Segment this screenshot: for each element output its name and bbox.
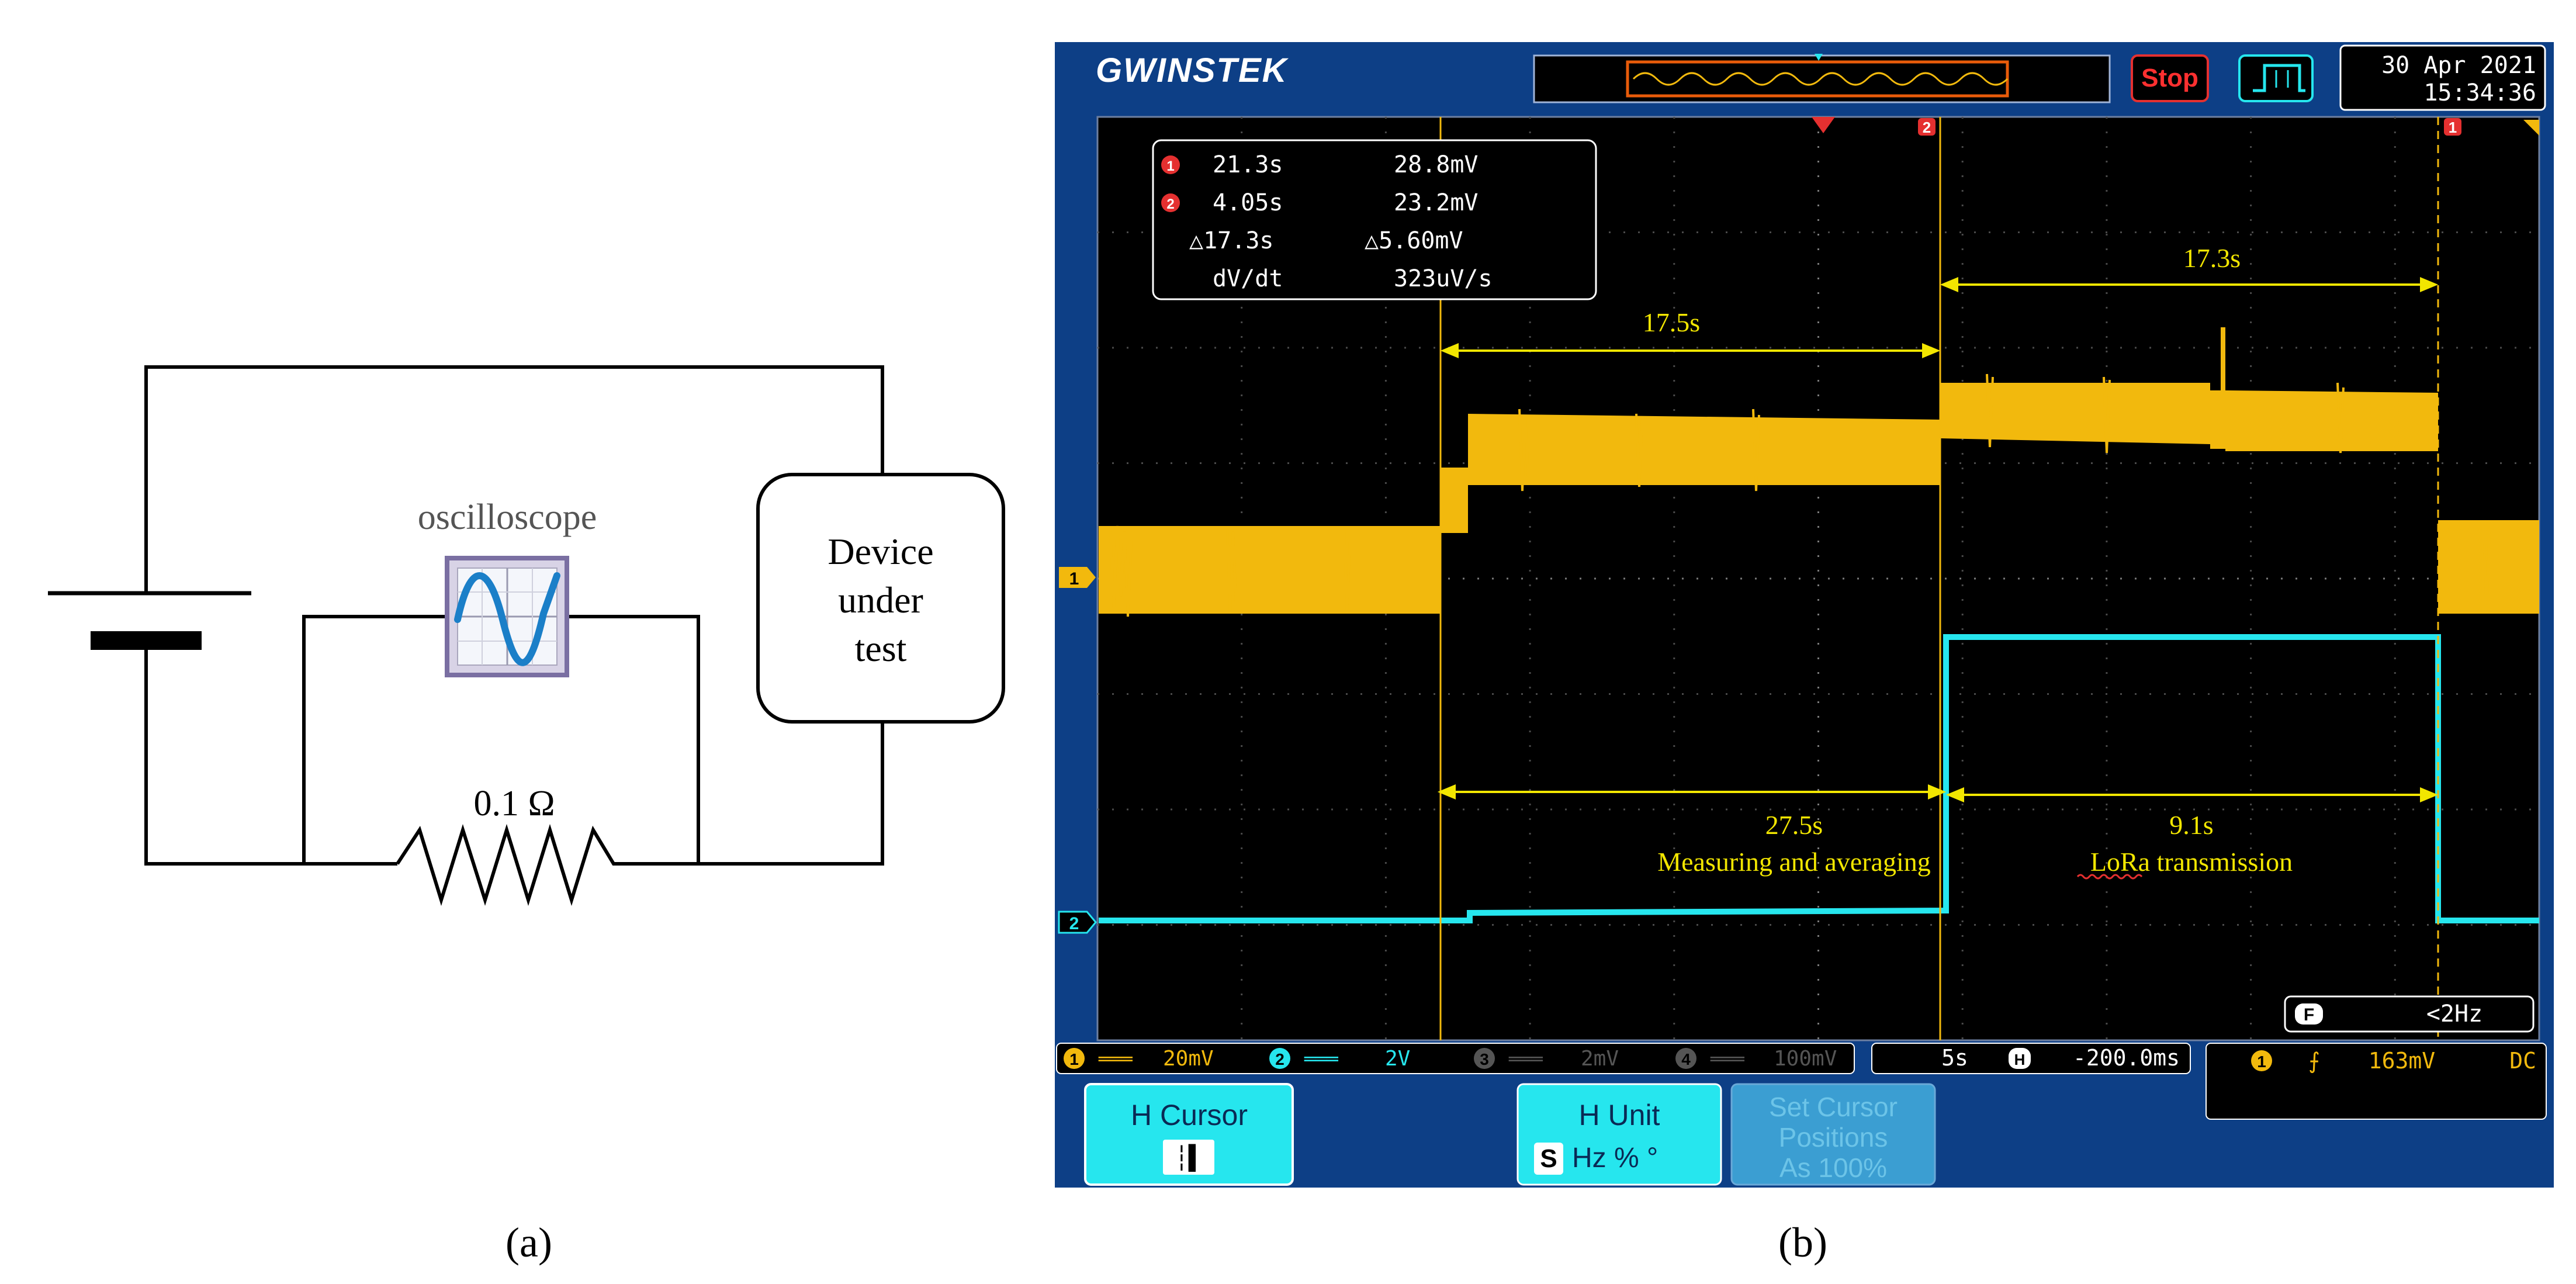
device-label-line-1: Device: [827, 531, 933, 572]
time: 15:34:36: [2423, 79, 2536, 106]
timebase: 5s: [1941, 1045, 1968, 1071]
softkey-h-cursor[interactable]: H Cursor ┆▌: [1084, 1083, 1294, 1186]
ch2-status-num: 2: [1275, 1050, 1284, 1068]
device-under-test-box: [756, 473, 1005, 724]
ch2-marker-label: 2: [1069, 914, 1079, 933]
readout-c1-badge-label: 1: [1166, 158, 1174, 174]
ch1-trace-noise: [1109, 373, 2491, 617]
resistor-label: 0.1 Ω: [473, 784, 555, 823]
softkey-h-unit-label: H Unit: [1579, 1099, 1660, 1131]
channel-status-bar: 1 ═══ 20mV 2 ═══ 2V 3 ═══ 2mV 4 ═══ 100m…: [1056, 1043, 1855, 1074]
ch1-status-num: 1: [1069, 1050, 1079, 1068]
readout-c2-time: 4.05s: [1213, 189, 1283, 216]
softkey-h-unit-options: Hz % °: [1572, 1143, 1658, 1174]
battery-short-plate: [91, 631, 202, 650]
ch2-coupling: ═══: [1304, 1048, 1339, 1070]
readout-c1-time: 21.3s: [1213, 151, 1283, 178]
cursor-2-marker: 2: [1918, 118, 1936, 136]
h-position-icon: H: [2014, 1051, 2026, 1068]
stop-label: Stop: [2141, 64, 2198, 92]
wire-right-down: [631, 722, 884, 866]
stop-indicator[interactable]: Stop: [2131, 54, 2209, 102]
timebase-status: 5s H -200.0ms: [1871, 1043, 2191, 1074]
softkey-set-cursor-line-3: As 100%: [1779, 1153, 1887, 1183]
frequency-counter-icon: F: [2304, 1005, 2314, 1025]
softkey-set-cursor-line-1: Set Cursor: [1769, 1092, 1898, 1122]
ch4-coupling: ═══: [1710, 1048, 1745, 1070]
ch1-marker-label: 1: [1069, 569, 1079, 589]
device-label-line-2: under: [838, 579, 923, 621]
trigger-position-icon: [1812, 117, 1835, 133]
ch3-status-num: 3: [1480, 1050, 1489, 1068]
trigger-status-icon: [2238, 54, 2314, 102]
date: 30 Apr 2021: [2381, 52, 2536, 79]
device-label-line-3: test: [855, 628, 907, 669]
annotation-measuring: Measuring and averaging: [1657, 847, 1931, 877]
frequency-counter: F <2Hz: [2284, 995, 2535, 1033]
clock-box: 30 Apr 2021 15:34:36: [2339, 44, 2546, 111]
softkey-set-cursor-line-2: Positions: [1779, 1122, 1888, 1153]
readout-c2-value: 23.2mV: [1394, 189, 1479, 216]
readout-c2-badge-label: 2: [1166, 196, 1174, 212]
annotation-17-5s: 17.5s: [1643, 307, 1700, 337]
circuit-diagram: [48, 365, 884, 906]
ch1-scale: 20mV: [1163, 1047, 1214, 1071]
memory-bar: [1533, 54, 2111, 103]
screen-corner-icon: [2523, 120, 2539, 136]
frequency-value: <2Hz: [2426, 1001, 2482, 1027]
cursor-2-marker-label: 2: [1923, 119, 1931, 136]
ch1-trace-band: [1099, 327, 2539, 614]
readout-rate-value: 323uV/s: [1394, 265, 1493, 292]
trigger-coupling: DC: [2509, 1048, 2536, 1074]
softkey-h-unit[interactable]: H Unit S Hz % °: [1516, 1083, 1722, 1186]
ch3-coupling: ═══: [1508, 1048, 1543, 1070]
ch4-status-num: 4: [1681, 1050, 1691, 1068]
cursor-2-badge: [1161, 193, 1180, 212]
oscilloscope-screen: GWINSTEK Stop 30 Apr 2021 15:34:36: [1055, 42, 2554, 1188]
softkey-h-cursor-label: H Cursor: [1131, 1099, 1248, 1131]
softkey-h-cursor-value: ┆▌: [1175, 1144, 1203, 1172]
readout-c1-value: 28.8mV: [1394, 151, 1479, 178]
trigger-level: 163mV: [2369, 1048, 2435, 1074]
ch2-scale: 2V: [1385, 1047, 1410, 1071]
oscilloscope-icon: [445, 556, 569, 677]
scope-lead-right: [567, 615, 700, 864]
ch2-trace: [1099, 634, 2539, 923]
brand-logo: GWINSTEK: [1096, 51, 1289, 89]
ch3-scale: 2mV: [1581, 1047, 1619, 1071]
ch1-marker: 1: [1059, 567, 1096, 589]
annotation-17-3s: 17.3s: [2183, 243, 2241, 273]
softkey-h-unit-selected: S: [1540, 1144, 1557, 1173]
ch1-trace: [1099, 327, 2539, 617]
trigger-source: 1: [2257, 1053, 2266, 1071]
annotation-arrows: [1437, 277, 2439, 802]
resistor: [396, 823, 631, 906]
wire-top: [144, 365, 884, 593]
oscilloscope-label: oscilloscope: [418, 497, 597, 537]
trigger-slope-icon: ⨍: [2308, 1049, 2320, 1074]
scope-lead-left: [302, 615, 447, 864]
h-position: -200.0ms: [2073, 1045, 2180, 1071]
softkey-set-cursor-100[interactable]: Set Cursor Positions As 100%: [1730, 1083, 1936, 1186]
cursor-1-marker: 1: [2444, 118, 2461, 136]
readout-delta-time: △17.3s: [1189, 227, 1274, 254]
annotation-lora: LoRa transmission: [2090, 847, 2293, 877]
ch4-scale: 100mV: [1774, 1047, 1837, 1071]
spellcheck-underline: [2076, 874, 2143, 880]
readout-delta-value: △5.60mV: [1365, 227, 1463, 254]
wire-left-down: [144, 650, 397, 866]
readout-rate-label: dV/dt: [1213, 265, 1283, 292]
cursor-1-badge: [1161, 155, 1180, 174]
caption-b: (b): [1778, 1219, 1827, 1266]
cursor-1-marker-label: 1: [2449, 119, 2457, 136]
annotation-27-5s: 27.5s: [1765, 810, 1823, 840]
ch2-marker: 2: [1058, 911, 1097, 934]
caption-a: (a): [505, 1219, 552, 1266]
cursor-readout: 1 2 21.3s 28.8mV 4.05s 23.2mV △17.3s △5.…: [1152, 139, 1597, 300]
annotation-9-1s: 9.1s: [2169, 810, 2213, 840]
ch1-coupling: ═══: [1098, 1048, 1133, 1070]
trigger-status: 1 ⨍ 163mV DC: [2205, 1043, 2547, 1120]
